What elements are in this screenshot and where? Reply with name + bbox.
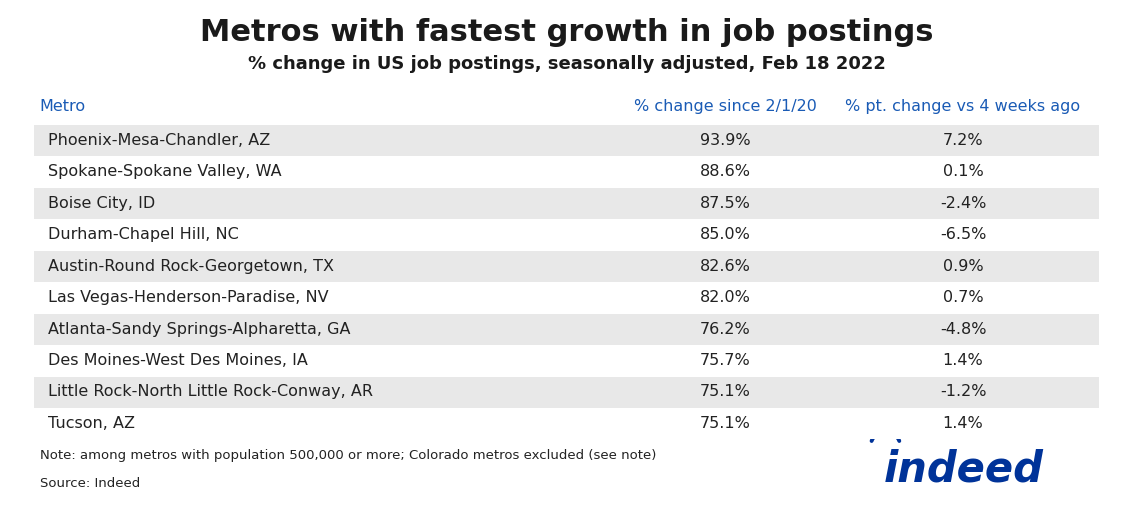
Text: 85.0%: 85.0% — [700, 227, 750, 242]
Text: % change in US job postings, seasonally adjusted, Feb 18 2022: % change in US job postings, seasonally … — [248, 55, 885, 73]
Text: 7.2%: 7.2% — [943, 133, 983, 148]
Text: 82.0%: 82.0% — [700, 290, 750, 305]
Text: Tucson, AZ: Tucson, AZ — [48, 416, 135, 431]
Text: -4.8%: -4.8% — [939, 322, 987, 336]
Text: Las Vegas-Henderson-Paradise, NV: Las Vegas-Henderson-Paradise, NV — [48, 290, 329, 305]
Text: Des Moines-West Des Moines, IA: Des Moines-West Des Moines, IA — [48, 353, 307, 368]
Text: Metro: Metro — [40, 99, 86, 114]
Text: Austin-Round Rock-Georgetown, TX: Austin-Round Rock-Georgetown, TX — [48, 259, 333, 274]
Text: 1.4%: 1.4% — [943, 416, 983, 431]
Text: Source: Indeed: Source: Indeed — [40, 477, 139, 490]
Text: 0.9%: 0.9% — [943, 259, 983, 274]
Text: Phoenix-Mesa-Chandler, AZ: Phoenix-Mesa-Chandler, AZ — [48, 133, 270, 148]
Text: -2.4%: -2.4% — [940, 196, 986, 211]
Text: Boise City, ID: Boise City, ID — [48, 196, 155, 211]
Text: 75.7%: 75.7% — [700, 353, 750, 368]
Text: indeed: indeed — [884, 449, 1043, 490]
Text: -6.5%: -6.5% — [940, 227, 986, 242]
Text: 93.9%: 93.9% — [700, 133, 750, 148]
Text: 88.6%: 88.6% — [699, 165, 751, 179]
Text: 0.1%: 0.1% — [943, 165, 983, 179]
Text: Note: among metros with population 500,000 or more; Colorado metros excluded (se: Note: among metros with population 500,0… — [40, 449, 656, 462]
Text: Durham-Chapel Hill, NC: Durham-Chapel Hill, NC — [48, 227, 238, 242]
Text: Little Rock-North Little Rock-Conway, AR: Little Rock-North Little Rock-Conway, AR — [48, 385, 373, 399]
Text: 76.2%: 76.2% — [700, 322, 750, 336]
Text: 1.4%: 1.4% — [943, 353, 983, 368]
Text: 82.6%: 82.6% — [700, 259, 750, 274]
Text: Atlanta-Sandy Springs-Alpharetta, GA: Atlanta-Sandy Springs-Alpharetta, GA — [48, 322, 350, 336]
Text: 75.1%: 75.1% — [700, 385, 750, 399]
Text: 75.1%: 75.1% — [700, 416, 750, 431]
Text: 87.5%: 87.5% — [700, 196, 750, 211]
Text: % change since 2/1/20: % change since 2/1/20 — [633, 99, 817, 114]
Text: Spokane-Spokane Valley, WA: Spokane-Spokane Valley, WA — [48, 165, 281, 179]
Text: % pt. change vs 4 weeks ago: % pt. change vs 4 weeks ago — [845, 99, 1081, 114]
Text: Metros with fastest growth in job postings: Metros with fastest growth in job postin… — [199, 18, 934, 47]
Text: -1.2%: -1.2% — [939, 385, 987, 399]
Text: 0.7%: 0.7% — [943, 290, 983, 305]
